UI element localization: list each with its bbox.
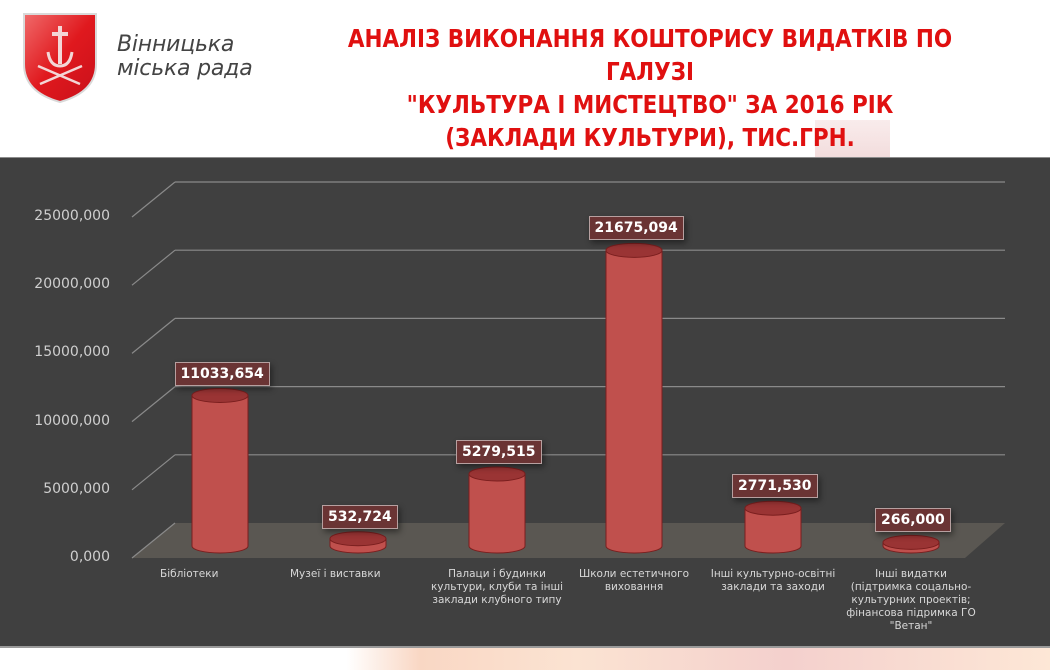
x-tick-label-line: виховання xyxy=(604,581,664,593)
x-tick-label-line: "Ветан" xyxy=(889,620,933,632)
gridline-side xyxy=(131,249,176,286)
x-tick-label-line: фінансова підримка ГО xyxy=(846,607,976,619)
x-tick-label: Бібліотеки xyxy=(160,568,300,581)
x-tick-label-line: (підтримка соцально- xyxy=(850,581,972,593)
title-line-2: "КУЛЬТУРА І МИСТЕЦТВО" ЗА 2016 РІК xyxy=(406,90,894,119)
gridline-side xyxy=(131,522,176,559)
data-label: 5279,515 xyxy=(456,439,542,464)
y-tick-label: 10000,000 xyxy=(34,412,110,429)
y-tick-label: 0,000 xyxy=(69,549,110,565)
background-decoration xyxy=(0,645,1050,670)
x-tick-label-line: Інші видатки xyxy=(875,568,947,580)
bar-4 xyxy=(605,242,663,554)
data-label: 11033,654 xyxy=(174,361,270,386)
y-tick-label: 25000,000 xyxy=(34,208,110,224)
gridline-side xyxy=(131,317,176,354)
background-decoration xyxy=(815,120,890,160)
x-tick-label: Інші видатки (підтримка соцально-культурн… xyxy=(841,568,981,633)
x-tick-label-line: Музеї і виставки xyxy=(290,568,381,580)
x-tick-label-line: культурних проектів; xyxy=(851,594,971,606)
page-title: АНАЛІЗ ВИКОНАННЯ КОШТОРИСУ ВИДАТКІВ ПО Г… xyxy=(310,22,989,154)
bar-5 xyxy=(744,500,802,554)
bar-1 xyxy=(191,388,249,554)
data-label: 2771,530 xyxy=(732,474,818,499)
gridline-side xyxy=(131,454,176,491)
x-tick-label-line: заклади клубного типу xyxy=(432,594,562,606)
brand-name: Вінницька міська рада xyxy=(117,32,253,81)
gridline-side xyxy=(131,181,176,218)
y-tick-label: 15000,000 xyxy=(34,344,110,361)
bar-3 xyxy=(468,466,526,554)
chart-plot-area xyxy=(131,181,1005,559)
x-tick-label-line: заклади та заходи xyxy=(721,581,825,593)
bar-6 xyxy=(882,534,940,554)
city-coat-of-arms-icon xyxy=(23,13,97,104)
x-tick-label-line: культури, клуби та інші xyxy=(430,581,564,593)
y-tick-label: 20000,000 xyxy=(34,276,110,293)
bar-2 xyxy=(329,531,387,554)
x-tick-label-line: Палаци і будинки xyxy=(448,568,546,580)
slide-header: Вінницька міська рада АНАЛІЗ ВИКОНАННЯ К… xyxy=(0,0,1050,157)
title-line-1: АНАЛІЗ ВИКОНАННЯ КОШТОРИСУ ВИДАТКІВ ПО Г… xyxy=(347,24,953,86)
x-tick-label-line: Бібліотеки xyxy=(160,568,219,580)
data-label: 21675,094 xyxy=(588,216,684,241)
gridline-side xyxy=(131,386,176,423)
x-tick-label: Палаци і будинки культури, клуби та інші з… xyxy=(427,568,567,607)
data-label: 532,724 xyxy=(322,504,398,529)
brand-line-1: Вінницька xyxy=(117,32,235,57)
brand-line-2: міська рада xyxy=(117,56,253,81)
x-tick-label-line: Інші культурно-освітні xyxy=(710,568,836,580)
y-tick-label: 5000,000 xyxy=(43,480,110,497)
title-line-3: (ЗАКЛАДИ КУЛЬТУРИ), ТИС.ГРН. xyxy=(445,123,855,152)
chart-panel: 0,000 5000,000 10000,000 15000,000 20000,000… xyxy=(0,157,1050,648)
x-tick-label: Інші культурно-освітні заклади та заходи xyxy=(703,568,843,594)
x-tick-label: Школи естетичного виховання xyxy=(564,568,704,594)
x-tick-label-line: Школи естетичного xyxy=(578,568,690,580)
x-tick-label: Музеї і виставки xyxy=(290,568,430,581)
data-label: 266,000 xyxy=(875,508,951,533)
